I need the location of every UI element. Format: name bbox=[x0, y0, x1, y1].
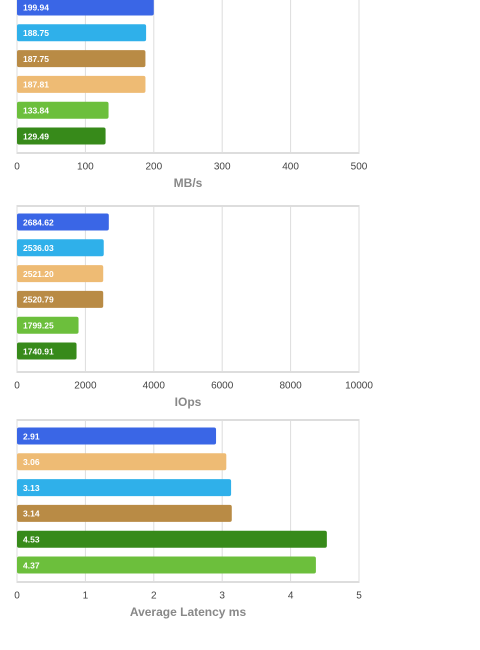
x-tick-label: 500 bbox=[351, 162, 368, 173]
x-tick-label: 3 bbox=[219, 591, 225, 602]
value-label: 2.91 bbox=[23, 431, 40, 441]
bar bbox=[17, 0, 154, 16]
x-tick-label: 200 bbox=[145, 162, 162, 173]
bar bbox=[17, 101, 109, 119]
value-label: 129.49 bbox=[23, 131, 49, 141]
bar bbox=[17, 290, 104, 308]
bar bbox=[17, 556, 316, 574]
value-label: 199.94 bbox=[23, 2, 49, 12]
bar bbox=[17, 316, 79, 334]
bar bbox=[17, 75, 146, 93]
x-tick-label: 4 bbox=[288, 591, 294, 602]
value-label: 187.81 bbox=[23, 80, 49, 90]
x-tick-label: 300 bbox=[214, 162, 231, 173]
bar bbox=[17, 24, 147, 42]
x-axis-label: Average Latency ms bbox=[130, 605, 247, 619]
x-tick-label: 10000 bbox=[345, 381, 373, 392]
value-label: 3.06 bbox=[23, 457, 40, 467]
value-label: 188.75 bbox=[23, 28, 49, 38]
bar bbox=[17, 530, 327, 548]
value-label: 2684.62 bbox=[23, 217, 54, 227]
x-tick-label: 0 bbox=[14, 162, 20, 173]
x-axis-label: IOps bbox=[175, 395, 202, 409]
x-tick-label: 2 bbox=[151, 591, 157, 602]
value-label: 2520.79 bbox=[23, 295, 54, 305]
x-tick-label: 0 bbox=[14, 591, 20, 602]
bar bbox=[17, 342, 77, 360]
value-label: 1799.25 bbox=[23, 320, 54, 330]
value-label: 187.75 bbox=[23, 54, 49, 64]
value-label: 4.37 bbox=[23, 560, 40, 570]
x-tick-label: 6000 bbox=[211, 381, 234, 392]
value-label: 1740.91 bbox=[23, 346, 54, 356]
value-label: 3.13 bbox=[23, 483, 40, 493]
x-tick-label: 5 bbox=[356, 591, 362, 602]
value-label: 2536.03 bbox=[23, 243, 54, 253]
bar bbox=[17, 50, 146, 68]
bar bbox=[17, 265, 104, 283]
x-tick-label: 1 bbox=[83, 591, 89, 602]
x-tick-label: 100 bbox=[77, 162, 94, 173]
bar bbox=[17, 479, 232, 497]
bar bbox=[17, 127, 106, 145]
x-tick-label: 2000 bbox=[74, 381, 97, 392]
x-tick-label: 0 bbox=[14, 381, 20, 392]
value-label: 133.84 bbox=[23, 105, 49, 115]
bar bbox=[17, 453, 227, 471]
value-label: 2521.20 bbox=[23, 269, 54, 279]
x-tick-label: 4000 bbox=[143, 381, 166, 392]
value-label: 3.14 bbox=[23, 509, 40, 519]
value-label: 4.53 bbox=[23, 534, 40, 544]
x-tick-label: 400 bbox=[282, 162, 299, 173]
x-tick-label: 8000 bbox=[279, 381, 302, 392]
bar bbox=[17, 239, 104, 257]
bar bbox=[17, 213, 109, 231]
bar bbox=[17, 427, 217, 445]
x-axis-label: MB/s bbox=[174, 176, 203, 190]
bar bbox=[17, 504, 232, 522]
